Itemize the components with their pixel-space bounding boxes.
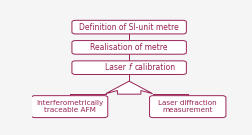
FancyBboxPatch shape xyxy=(72,61,186,75)
FancyBboxPatch shape xyxy=(72,20,186,34)
FancyBboxPatch shape xyxy=(149,96,226,118)
Text: Definition of SI-unit metre: Definition of SI-unit metre xyxy=(79,23,179,32)
Text: Laser: Laser xyxy=(105,63,128,72)
Text: calibration: calibration xyxy=(135,63,176,72)
FancyBboxPatch shape xyxy=(32,96,108,118)
Text: f: f xyxy=(128,63,131,72)
Text: Laser diffraction
measurement: Laser diffraction measurement xyxy=(159,100,217,113)
Text: Interferometrically
traceable AFM: Interferometrically traceable AFM xyxy=(36,100,103,113)
Polygon shape xyxy=(106,81,153,94)
Text: Realisation of metre: Realisation of metre xyxy=(90,43,168,52)
FancyBboxPatch shape xyxy=(72,41,186,54)
